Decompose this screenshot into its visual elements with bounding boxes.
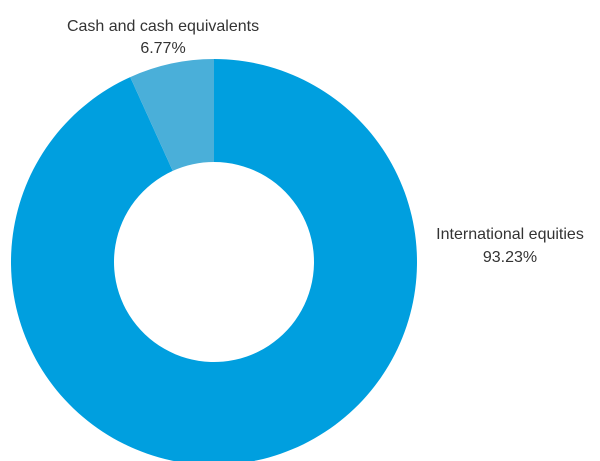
- slice-cash-and-cash-equivalents: [130, 59, 214, 171]
- slices-group: [11, 59, 417, 461]
- slice-label-equities-value: 93.23%: [483, 249, 537, 266]
- slice-international-equities: [11, 59, 417, 461]
- slice-label-cash-value: 6.77%: [140, 40, 185, 57]
- slice-label-cash-name: Cash and cash equivalents: [67, 18, 259, 35]
- slice-label-equities-name: International equities: [436, 226, 584, 243]
